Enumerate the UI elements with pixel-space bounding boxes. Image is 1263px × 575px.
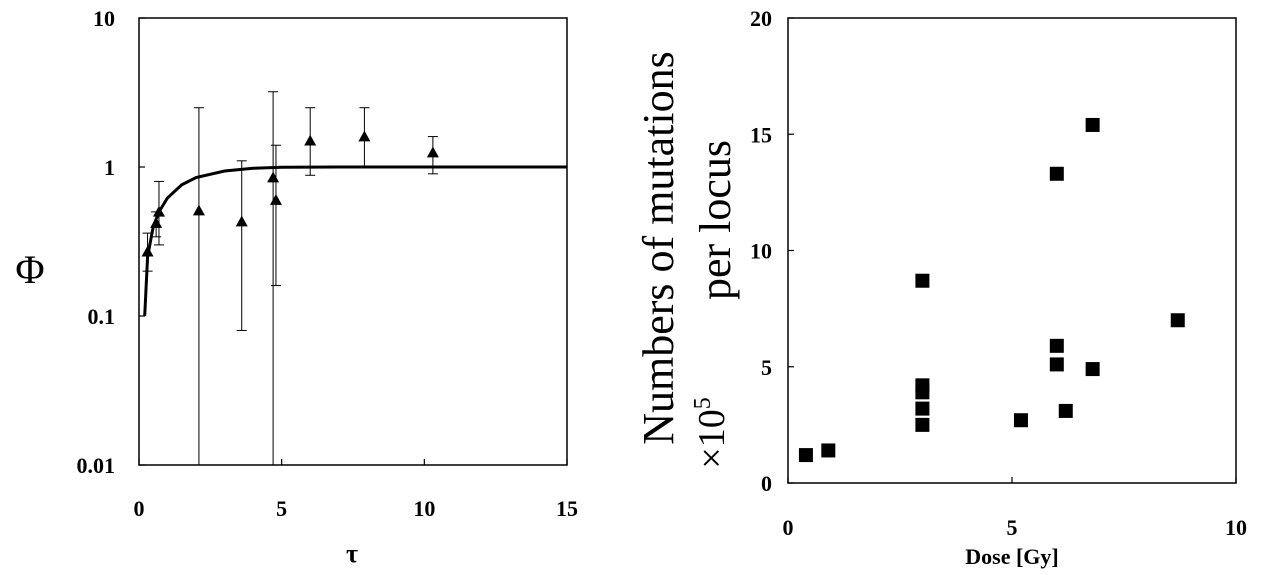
right-data-point	[1085, 362, 1100, 377]
left-data-point	[267, 171, 280, 183]
left-y-tick-label: 0.1	[88, 304, 116, 329]
right-y-tick-label: 5	[761, 355, 772, 380]
left-data-point	[358, 130, 371, 142]
left-x-axis-label: τ	[346, 539, 358, 568]
right-data-point	[915, 401, 930, 416]
right-data-point	[915, 273, 930, 288]
left-x-tick-label: 5	[276, 496, 287, 521]
right-data-point	[821, 443, 836, 458]
left-data-point	[235, 215, 248, 227]
left-data-point	[192, 204, 205, 216]
right-x-tick-label: 10	[1225, 515, 1247, 540]
left-data-point	[150, 217, 163, 228]
left-data-point	[152, 205, 165, 217]
left-y-axis-label: Φ	[15, 247, 44, 292]
right-chart: 0 5 10 0 5 10 15 20 Dose [Gy] Numbers of mutati…	[634, 6, 1247, 569]
right-data-point	[1085, 117, 1100, 132]
right-data-point	[1049, 338, 1064, 353]
right-y-tick-label: 0	[761, 471, 772, 496]
right-y-axis-label-line1: Numbers of mutations	[634, 51, 683, 445]
right-data-point	[1049, 166, 1064, 181]
right-data-point	[1058, 403, 1073, 418]
left-tick-labels: 0 5 10 15 0.01 0.1 1 10	[77, 6, 579, 521]
left-y-tick-label: 10	[93, 6, 115, 31]
right-data-point	[1170, 313, 1185, 328]
left-x-tick-label: 15	[556, 496, 578, 521]
left-fit-curve	[143, 165, 567, 317]
right-data-point	[798, 448, 813, 463]
right-data-point	[1013, 413, 1028, 428]
right-y-tick-label: 15	[750, 122, 772, 147]
right-y-axis-unit-base: ×10	[691, 409, 733, 468]
right-y-tick-label: 20	[750, 6, 772, 31]
right-x-axis-label: Dose [Gy]	[965, 544, 1058, 569]
left-plot-frame	[138, 17, 568, 466]
right-y-axis-label-line2: per locus	[691, 140, 740, 300]
left-data-point	[426, 146, 439, 158]
left-data-point	[269, 194, 282, 205]
right-data-point	[915, 385, 930, 400]
right-data-points	[798, 117, 1185, 463]
right-y-axis-unit: ×105	[690, 397, 733, 468]
left-data-point	[141, 245, 154, 257]
left-data-points	[141, 130, 439, 257]
right-data-point	[1049, 357, 1064, 372]
right-plot-frame	[787, 17, 1237, 484]
left-y-tick-label: 1	[104, 155, 115, 180]
left-x-tick-label: 0	[134, 496, 145, 521]
left-chart: 0 5 10 15 0.01 0.1 1 10 Φ τ	[15, 6, 578, 568]
left-x-tick-label: 10	[413, 496, 435, 521]
right-y-tick-label: 10	[750, 239, 772, 264]
left-y-tick-label: 0.01	[77, 453, 116, 478]
right-x-tick-label: 0	[783, 515, 794, 540]
left-data-point	[304, 134, 317, 146]
right-y-axis-unit-exponent: 5	[690, 397, 716, 409]
left-error-bars	[142, 91, 438, 466]
right-x-tick-label: 5	[1007, 515, 1018, 540]
right-data-point	[915, 417, 930, 432]
right-tick-labels: 0 5 10 0 5 10 15 20	[750, 6, 1247, 540]
